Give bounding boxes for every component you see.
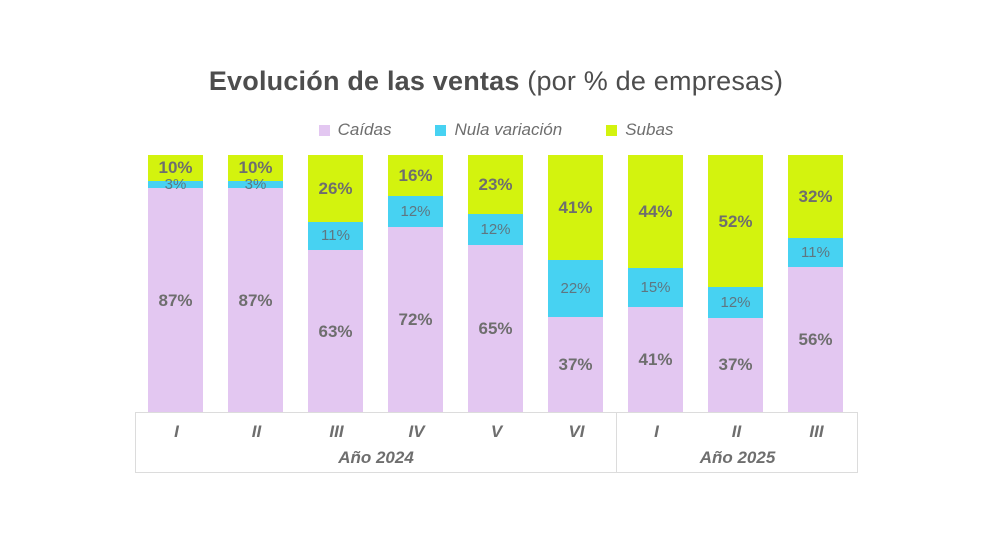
bar-segment: 87%	[148, 188, 203, 412]
bar-value-label: 63%	[318, 321, 353, 341]
axis-category-label: I	[654, 422, 659, 441]
bar-value-label: 12%	[720, 294, 751, 312]
stacked-bar-4: 16% 12% 72%	[388, 155, 443, 413]
bar-value-label: 11%	[801, 243, 830, 261]
bar-segment: 11%	[788, 238, 843, 267]
stacked-bar-1: 10% 3% 87%	[148, 155, 203, 412]
bar-segment: 10%	[228, 155, 283, 181]
bar-segment: 65%	[468, 244, 523, 412]
chart-title-sub: (por % de empresas)	[519, 66, 784, 96]
stacked-bar-7: 44% 15% 41%	[628, 155, 683, 412]
bar-value-label: 16%	[398, 166, 433, 186]
legend-item-3: Subas	[606, 120, 673, 140]
bar-segment: 12%	[388, 196, 443, 227]
axis-category-label: IV	[408, 422, 425, 441]
bar-value-label: 12%	[480, 221, 511, 239]
bar-value-label: 44%	[638, 202, 673, 222]
bar-value-label: 15%	[640, 278, 671, 296]
axis-group-label: Año 2024	[338, 448, 414, 467]
bar-segment: 41%	[628, 306, 683, 412]
chart-title: Evolución de las ventas (por % de empres…	[0, 66, 992, 97]
legend-swatch-icon	[606, 124, 618, 136]
bar-value-label: 3%	[164, 176, 187, 194]
bar-segment: 12%	[708, 287, 763, 318]
bar-segment: 56%	[788, 266, 843, 413]
axis-category-label: I	[174, 422, 179, 441]
bar-segment: 22%	[548, 260, 603, 317]
bar-value-label: 37%	[558, 354, 593, 374]
bar-segment: 26%	[308, 155, 363, 222]
axis-category-label: V	[490, 422, 503, 441]
bar-segment: 3%	[228, 177, 283, 192]
bar-value-label: 41%	[638, 349, 673, 369]
bar-segment: 41%	[548, 155, 603, 261]
chart-legend: Caídas Nula variación Subas	[0, 118, 992, 142]
bar-value-label: 87%	[238, 290, 273, 310]
bar-segment: 3%	[148, 177, 203, 192]
bar-value-label: 10%	[158, 158, 193, 178]
stacked-bar-2: 10% 3% 87%	[228, 155, 283, 412]
bar-value-label: 32%	[798, 187, 833, 207]
bar-value-label: 12%	[400, 203, 431, 221]
bar-value-label: 3%	[244, 176, 267, 194]
legend-item-2: Nula variación	[435, 120, 562, 140]
bar-segment: 37%	[708, 317, 763, 412]
axis-group-divider	[616, 413, 617, 472]
bar-value-label: 37%	[718, 355, 753, 375]
bar-value-label: 41%	[558, 198, 593, 218]
axis-category-label: III	[809, 422, 824, 441]
bar-segment: 12%	[468, 214, 523, 245]
bar-segment: 52%	[708, 155, 763, 288]
bar-value-label: 23%	[478, 175, 513, 195]
bar-value-label: 10%	[238, 158, 273, 178]
axis-category-label: III	[329, 422, 344, 441]
bar-value-label: 72%	[398, 309, 433, 329]
stacked-bar-5: 23% 12% 65%	[468, 155, 523, 412]
bar-segment: 72%	[388, 226, 443, 413]
stacked-bar-8: 52% 12% 37%	[708, 155, 763, 412]
stacked-bar-9: 32% 11% 56%	[788, 155, 843, 413]
bar-segment: 44%	[628, 155, 683, 269]
legend-swatch-icon	[435, 124, 447, 136]
bar-segment: 15%	[628, 268, 683, 307]
bar-value-label: 11%	[321, 227, 350, 245]
bar-segment: 37%	[548, 316, 603, 413]
bar-value-label: 26%	[318, 178, 353, 198]
bar-segment: 63%	[308, 250, 363, 412]
x-axis-band: I II III IV V VI I II III Año 2024 Año 2025	[135, 412, 858, 473]
stacked-bar-3: 26% 11% 63%	[308, 155, 363, 412]
axis-group-label: Año 2025	[699, 448, 776, 467]
bar-segment: 32%	[788, 155, 843, 239]
legend-label: Nula variación	[454, 120, 563, 139]
bar-value-label: 56%	[798, 329, 833, 349]
bar-segment: 16%	[388, 155, 443, 197]
plot-area: 10% 3% 87% 10% 3% 87% 26% 11% 63% 16% 12% 72% 23% 12%…	[135, 155, 858, 413]
axis-category-label: II	[251, 422, 262, 441]
axis-category-label: II	[731, 422, 742, 441]
stacked-bar-6: 41% 22% 37%	[548, 155, 603, 413]
bar-value-label: 22%	[560, 280, 591, 298]
bar-segment: 87%	[228, 188, 283, 412]
bar-value-label: 65%	[478, 318, 513, 338]
legend-item-1: Caídas	[318, 120, 392, 140]
bar-segment: 10%	[148, 155, 203, 181]
legend-swatch-icon	[318, 124, 330, 136]
chart-title-main: Evolución de las ventas	[208, 66, 520, 96]
bar-segment: 11%	[308, 221, 363, 251]
legend-label: Subas	[625, 120, 674, 139]
axis-category-label: VI	[568, 422, 585, 441]
legend-label: Caídas	[337, 120, 392, 139]
bar-segment: 23%	[468, 155, 523, 215]
bar-value-label: 52%	[718, 211, 753, 231]
bar-value-label: 87%	[158, 290, 193, 310]
